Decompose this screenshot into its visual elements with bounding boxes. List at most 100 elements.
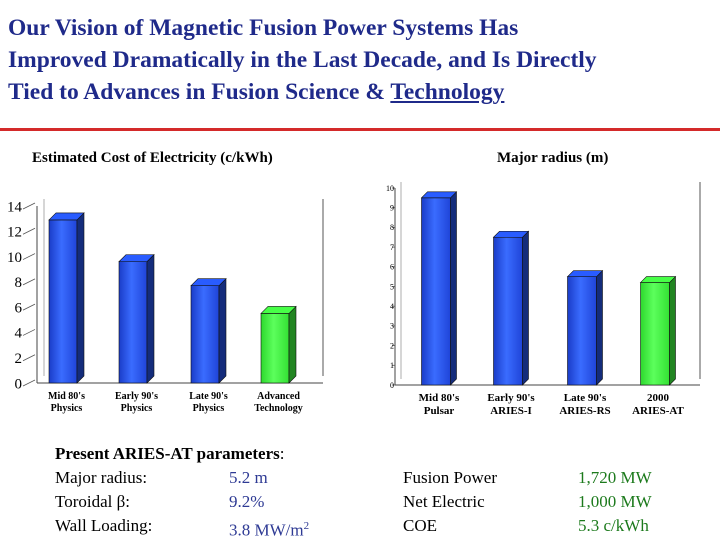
- param-label-1-prefix: Toroidal: [55, 492, 117, 511]
- cost-tick-mark: [22, 253, 36, 260]
- cost-bar-front: [190, 285, 220, 384]
- cost-tick-label: 4: [15, 326, 23, 342]
- radius-tick-label: 10: [386, 184, 394, 193]
- cost-tick-label: 0: [15, 376, 23, 392]
- param-label-0: Major radius:: [55, 468, 148, 487]
- radius-bar-side: [669, 275, 676, 386]
- cost-bar-side: [76, 212, 85, 384]
- radius-chart-title: Major radius (m): [497, 150, 609, 166]
- cost-tick-mark: [22, 329, 36, 336]
- radius-tick-label: 9: [390, 204, 394, 213]
- params-heading: Present ARIES-AT parameters:: [55, 442, 285, 466]
- title-line-3: Tied to Advances in Fusion Science &: [8, 79, 391, 105]
- title-line-2: Improved Dramatically in the Last Decade…: [8, 47, 597, 73]
- cost-tick-mark: [22, 303, 36, 311]
- cost-category-label: Physics: [51, 403, 83, 414]
- cost-category-label: Physics: [193, 403, 225, 414]
- cost-tick-label: 12: [7, 225, 22, 241]
- cost-bar-top: [190, 278, 227, 286]
- param-value-r1: 1,000 MW: [578, 492, 652, 511]
- radius-tick-label: 3: [390, 322, 394, 331]
- param-label-r1: Net Electric: [403, 492, 485, 511]
- cost-tick-label: 6: [15, 300, 23, 316]
- param-label-r0: Fusion Power: [403, 468, 497, 487]
- cost-bar-1: [118, 253, 155, 384]
- radius-category-label: Late 90's: [564, 392, 607, 404]
- cost-chart-title: Estimated Cost of Electricity (c/kWh): [32, 150, 273, 166]
- cost-bar-front: [118, 261, 148, 384]
- cost-category-label: Advanced: [257, 391, 300, 402]
- param-label-2: Wall Loading:: [55, 516, 153, 535]
- slide-title: Our Vision of Magnetic Fusion Power Syst…: [8, 12, 716, 108]
- radius-bar-0: [420, 191, 458, 386]
- title-line-1: Our Vision of Magnetic Fusion Power Syst…: [8, 15, 519, 41]
- cost-tick-label: 14: [7, 199, 23, 215]
- radius-bar-front: [640, 282, 670, 386]
- radius-bar-front: [493, 236, 523, 386]
- cost-category-label: Mid 80's: [48, 391, 85, 402]
- radius-bar-1: [492, 230, 530, 386]
- radius-bar-top: [639, 276, 677, 283]
- title-divider: [0, 128, 720, 131]
- cost-bar-side: [218, 277, 227, 384]
- cost-tick-mark: [22, 227, 36, 235]
- cost-bar-3: [260, 305, 297, 384]
- radius-bar-side: [596, 269, 603, 386]
- cost-bar-top: [260, 306, 297, 314]
- cost-category-label: Physics: [121, 403, 153, 414]
- cost-tick-label: 10: [7, 250, 22, 266]
- radius-tick-label: 2: [390, 341, 394, 350]
- radius-category-label: Pulsar: [424, 405, 455, 417]
- radius-tick-label: 8: [390, 223, 394, 232]
- params-heading-colon: :: [279, 444, 285, 463]
- radius-bar-side: [522, 230, 529, 386]
- cost-tick-label: 2: [15, 351, 23, 367]
- param-value-r0: 1,720 MW: [578, 468, 652, 487]
- param-label-1: Toroidal β:: [55, 490, 130, 514]
- radius-bar-top: [566, 270, 604, 277]
- param-value-2: 3.8 MW/m2: [229, 514, 309, 543]
- cost-bar-0: [48, 212, 85, 384]
- cost-tick-mark: [22, 354, 36, 362]
- cost-bar-side: [146, 253, 155, 384]
- param-label-1-suffix: :: [125, 492, 130, 511]
- param-value-r2: 5.3 c/kWh: [578, 516, 649, 535]
- radius-category-label: Mid 80's: [419, 392, 460, 404]
- radius-tick-label: 1: [390, 361, 394, 370]
- cost-category-label: Late 90's: [189, 391, 228, 402]
- param-value-2-main: 3.8 MW/m: [229, 520, 304, 540]
- radius-tick-label: 4: [390, 302, 394, 311]
- radius-bar-top: [420, 191, 458, 199]
- cost-category-label: Early 90's: [115, 391, 158, 402]
- param-value-0: 5.2 m: [229, 468, 268, 487]
- cost-bar-2: [190, 277, 227, 384]
- param-value-1: 9.2%: [229, 492, 265, 511]
- radius-tick-label: 7: [390, 243, 394, 252]
- radius-category-label: ARIES-AT: [632, 405, 684, 417]
- radius-bar-side: [450, 191, 457, 386]
- radius-tick-label: 0: [390, 381, 394, 390]
- cost-bar-front: [48, 219, 78, 384]
- radius-category-label: ARIES-RS: [559, 405, 610, 417]
- params-heading-text: Present ARIES-AT parameters: [55, 444, 280, 463]
- radius-bar-top: [492, 230, 530, 238]
- cost-category-label: Technology: [254, 403, 303, 414]
- radius-tick-label: 6: [390, 263, 394, 272]
- cost-tick-mark: [22, 379, 36, 387]
- radius-bar-front: [421, 197, 451, 386]
- cost-bar-top: [118, 254, 155, 262]
- cost-tick-mark: [22, 278, 36, 286]
- radius-category-label: Early 90's: [487, 392, 535, 404]
- radius-category-label: ARIES-I: [490, 405, 532, 417]
- cost-bar-top: [48, 212, 85, 221]
- radius-bar-3: [639, 275, 677, 386]
- beta-symbol: β: [116, 492, 126, 511]
- cost-tick-mark: [22, 202, 36, 210]
- radius-bar-2: [566, 269, 604, 386]
- cost-bar-front: [260, 313, 290, 384]
- cost-bar-side: [288, 305, 297, 384]
- param-value-2-sup: 2: [303, 520, 310, 532]
